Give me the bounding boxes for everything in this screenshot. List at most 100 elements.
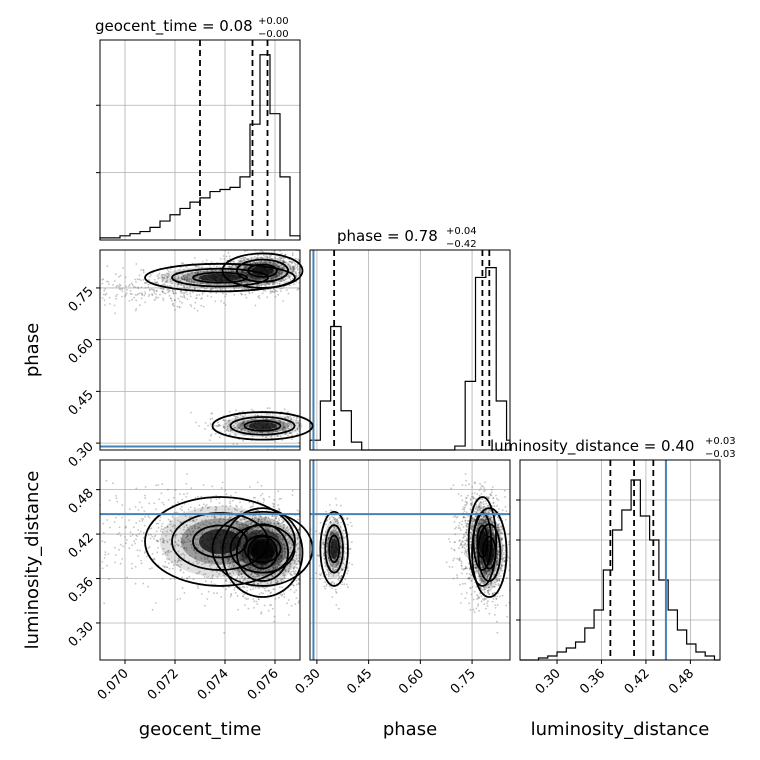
sample-point: [135, 534, 138, 537]
sample-point: [164, 284, 167, 286]
sample-point: [206, 295, 209, 297]
sample-point: [175, 292, 177, 295]
sample-point: [242, 439, 245, 442]
sample-point: [268, 407, 271, 410]
sample-point: [162, 553, 164, 556]
sample-point: [229, 500, 232, 503]
sample-point: [101, 560, 104, 563]
sample-point: [249, 588, 252, 591]
sample-point: [198, 504, 201, 507]
sample-point: [141, 520, 144, 522]
sample-point: [230, 593, 233, 595]
sample-point: [128, 283, 131, 286]
sample-point: [151, 553, 154, 555]
sample-point: [151, 288, 154, 291]
sample-point: [264, 255, 267, 258]
sample-point: [248, 277, 251, 280]
sample-point: [108, 499, 111, 502]
sample-point: [261, 292, 264, 295]
sample-point: [112, 284, 114, 286]
sample-point: [287, 411, 290, 413]
sample-point: [114, 312, 116, 315]
sample-point: [113, 304, 116, 307]
sample-point: [177, 297, 180, 300]
sample-point: [161, 276, 164, 279]
sample-point: [122, 267, 124, 269]
sample-point: [161, 279, 164, 282]
sample-point: [203, 576, 206, 578]
sample-point: [283, 408, 286, 411]
sample-point: [274, 517, 277, 520]
sample-point: [206, 576, 208, 578]
sample-point: [119, 543, 122, 546]
sample-point: [290, 261, 293, 263]
sample-point: [135, 308, 138, 310]
density-upper-wide-2: [199, 273, 241, 282]
sample-point: [227, 270, 230, 272]
sample-point: [135, 522, 138, 524]
sample-point: [143, 524, 146, 527]
sample-point: [181, 277, 184, 280]
sample-point: [167, 562, 170, 565]
sample-point: [201, 293, 204, 295]
sample-point: [280, 290, 282, 292]
sample-point: [114, 273, 117, 276]
sample-point: [153, 290, 156, 292]
sample-point: [115, 516, 117, 519]
sample-point: [201, 297, 203, 299]
sample-point: [265, 418, 268, 421]
sample-point: [260, 592, 263, 594]
sample-point: [289, 278, 291, 280]
sample-point: [121, 516, 124, 519]
sample-point: [228, 255, 231, 258]
sample-point: [144, 494, 147, 497]
sample-point: [187, 508, 190, 511]
sample-point: [198, 294, 201, 296]
sample-point: [162, 565, 165, 567]
sample-point: [196, 310, 199, 312]
sample-point: [102, 293, 105, 296]
sample-point: [144, 291, 147, 293]
sample-point: [132, 526, 135, 529]
sample-point: [160, 525, 163, 528]
sample-point: [169, 578, 172, 580]
sample-point: [101, 567, 104, 570]
sample-point: [153, 538, 155, 540]
sample-point: [233, 589, 236, 591]
sample-point: [236, 594, 239, 597]
sample-point: [186, 293, 189, 296]
sample-point: [172, 302, 175, 305]
sample-point: [188, 287, 191, 290]
sample-point: [270, 418, 273, 421]
sample-point: [272, 506, 275, 508]
sample-point: [118, 526, 121, 529]
sample-point: [183, 592, 186, 594]
sample-point: [215, 498, 218, 500]
sample-point: [211, 412, 214, 414]
sample-point: [262, 501, 265, 504]
sample-point: [295, 583, 298, 586]
sample-point: [297, 258, 300, 261]
sample-point: [155, 296, 158, 299]
sample-point: [133, 296, 136, 299]
sample-point: [278, 266, 281, 269]
sample-point: [250, 256, 253, 259]
sample-point: [211, 485, 214, 488]
sample-point: [254, 262, 257, 265]
sample-point: [130, 562, 133, 565]
sample-point: [170, 297, 172, 300]
sample-point: [158, 498, 161, 501]
sample-point: [196, 496, 199, 498]
sample-point: [189, 292, 192, 295]
sample-point: [283, 267, 286, 270]
sample-point: [237, 608, 240, 611]
sample-point: [200, 304, 203, 307]
sample-point: [176, 598, 179, 601]
sample-point: [140, 269, 143, 271]
sample-point: [143, 510, 146, 512]
sample-point: [279, 270, 281, 272]
sample-point: [183, 276, 186, 279]
sample-point: [296, 432, 299, 435]
sample-point: [138, 501, 141, 504]
sample-point: [274, 290, 276, 292]
